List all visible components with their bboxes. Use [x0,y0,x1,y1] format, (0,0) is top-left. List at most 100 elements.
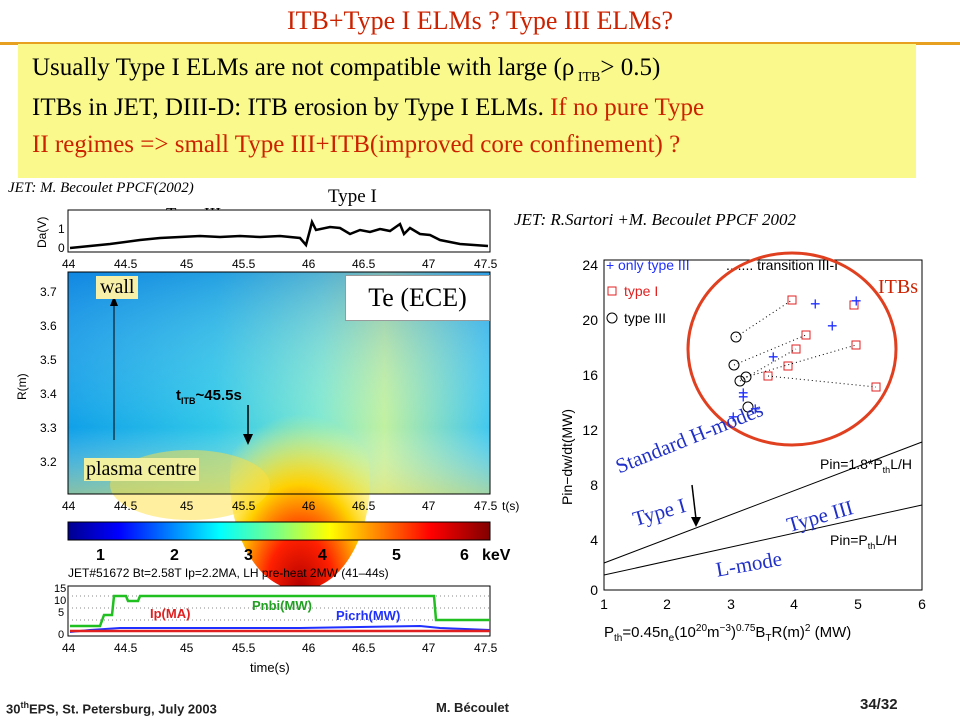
svg-text:5: 5 [854,596,862,612]
colorbar [67,521,491,541]
svg-text:5: 5 [392,547,401,564]
right-figure-svg: 24 20 16 12 8 4 0 1 2 3 4 5 6 Pin−dw/dt(… [559,251,926,644]
line-1p8 [603,441,923,564]
svg-text:44: 44 [62,641,76,655]
da-ylabel: Da(V) [35,217,49,248]
svg-text:44: 44 [62,257,76,271]
svg-text:24: 24 [582,257,598,273]
svg-text:4: 4 [590,532,598,548]
right-source: JET: R.Sartori +M. Becoulet PPCF 2002 [514,210,797,229]
type1-arrow [691,484,697,520]
svg-text:6: 6 [460,547,469,564]
svg-text:+: + [768,347,779,367]
titb-arrowhead [243,434,253,445]
svg-text:3.5: 3.5 [40,353,57,367]
svg-text:45.5: 45.5 [232,499,256,513]
svg-text:+: + [606,257,614,273]
svg-text:45: 45 [180,499,194,513]
left-figure-svg: Da(V) 1 0 44 44.5 45 45.5 46 46.5 47 47.… [15,209,519,675]
svg-text:+: + [738,387,749,407]
svg-text:44.5: 44.5 [114,257,138,271]
itb-ellipse [686,251,898,447]
right-legend: + only type III type I type III ....... … [606,257,838,326]
colorbar-unit: keV [482,547,511,564]
bottom-yticks: 15 10 5 0 [54,583,66,641]
svg-text:45: 45 [180,641,194,655]
only-type3-points: + + + + + + + + [728,291,862,427]
legend-square: type I [624,283,658,299]
itbs-label: ITBs [878,276,918,298]
te-xticks: 44 44.5 45 45.5 46 46.5 47 47.5 [62,499,498,513]
line2-label: Pin=PthL/H [830,532,897,551]
footer-conference: 30thEPS, St. Petersburg, July 2003 [6,700,217,717]
svg-text:3: 3 [244,547,253,564]
svg-text:20: 20 [582,312,598,328]
colorbar-ticks: 1 2 3 4 5 6 [96,547,469,564]
svg-text:6: 6 [918,596,926,612]
svg-text:2: 2 [170,547,179,564]
svg-text:1: 1 [600,596,608,612]
te-axes [67,271,491,495]
svg-text:4: 4 [318,547,327,564]
type1-arrowhead [691,517,701,527]
da-ytick-0: 0 [58,241,65,255]
line-1p0 [603,504,923,576]
svg-text:47: 47 [422,499,436,513]
svg-text:44.5: 44.5 [114,641,138,655]
titb-label: tITB~45.5s [176,387,242,406]
da-trace [69,218,489,250]
svg-text:+: + [827,316,838,336]
r-ylabel: R(m) [15,373,29,400]
r-ticks: 3.7 3.6 3.5 3.4 3.3 3.2 [40,285,57,469]
right-yticks: 24 20 16 12 8 4 0 [582,257,598,598]
svg-text:+: + [810,294,821,314]
transition-lines [733,299,877,388]
svg-text:46: 46 [302,499,316,513]
right-axes [603,259,923,591]
svg-text:+: + [728,407,739,427]
page-number: 34/32 [860,696,898,713]
time-unit: t(s) [502,499,519,513]
svg-text:45.5: 45.5 [232,257,256,271]
svg-text:3.6: 3.6 [40,319,57,333]
svg-text:46.5: 46.5 [352,499,376,513]
wall-arrowhead [110,296,118,306]
legend-circle-mark [606,312,618,324]
legend-square-mark [607,286,617,296]
footer-author: M. Bécoulet [436,700,509,715]
right-ylabel: Pin−dw/dt(MW) [559,409,575,505]
svg-text:+: + [738,383,749,403]
svg-text:47.5: 47.5 [474,257,498,271]
type1-label: Type I [328,186,377,207]
bottom-xlabel: time(s) [250,660,290,675]
statement-box [18,44,916,178]
type3-circle-points [728,331,754,413]
right-xticks: 1 2 3 4 5 6 [600,596,926,612]
svg-text:46.5: 46.5 [352,641,376,655]
svg-text:15: 15 [54,583,66,595]
bottom-xticks: 44 44.5 45 45.5 46 46.5 47 47.5 [62,641,498,655]
svg-text:47: 47 [422,257,436,271]
pnbi-label: Pnbi(MW) [252,598,312,613]
legend-plus: only type III [618,257,690,273]
svg-text:2: 2 [663,596,671,612]
svg-text:0: 0 [590,582,598,598]
svg-text:46: 46 [302,257,316,271]
slide-title: ITB+Type I ELMs ? Type III ELMs? [286,6,673,35]
svg-text:0: 0 [58,629,64,641]
picrh-trace [69,624,491,633]
svg-text:46.5: 46.5 [352,257,376,271]
svg-text:3: 3 [727,596,735,612]
right-xlabel: Pth=0.45ne(1020m−3)0.75BTR(m)2 (MW) [604,623,851,644]
svg-text:+: + [851,291,862,311]
shot-info: JET#51672 Bt=2.58T Ip=2.2MA, LH pre-heat… [68,566,389,580]
te-ece-label: Te (ECE) [345,275,490,321]
svg-text:47.5: 47.5 [474,499,498,513]
svg-text:3.4: 3.4 [40,387,57,401]
ip-label: Ip(MA) [150,606,190,621]
title-rule [0,42,960,45]
svg-text:5: 5 [58,607,64,619]
line1-label: Pin=1.8*PthL/H [820,456,912,475]
svg-text:+: + [750,399,761,419]
picrh-label: Picrh(MW) [336,608,400,623]
